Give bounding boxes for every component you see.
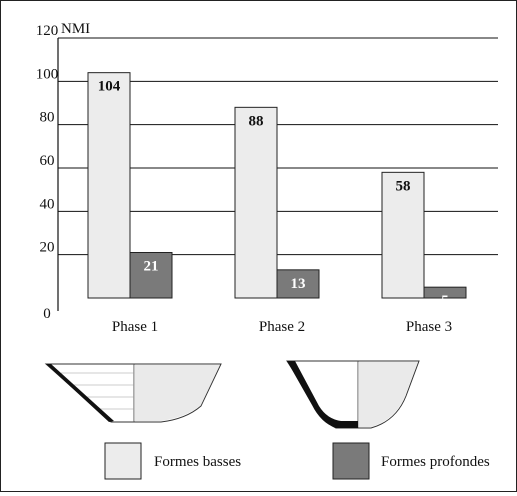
y-axis: 0 20 40 60 80 100 120: [36, 23, 59, 322]
deep-bowl-profile-drawing: [286, 360, 420, 429]
x-tick-label-phase-3: Phase 3: [406, 319, 452, 335]
bar-phase-3-formes-profondes: [423, 286, 467, 299]
y-tick-label-80: 80: [40, 110, 55, 126]
legend-label-formes-basses: Formes basses: [154, 454, 241, 470]
y-tick-label-20: 20: [40, 240, 55, 256]
data-label-phase-3-formes-profondes: 5: [441, 293, 449, 309]
legend-swatch-formes-profondes: [332, 442, 370, 480]
y-tick-label-100: 100: [36, 66, 59, 82]
bar-phase-2-formes-basses: [234, 106, 278, 299]
bar-phase-1-formes-basses: [87, 72, 131, 299]
data-label-phase-2-formes-basses: 88: [249, 113, 264, 129]
x-tick-label-phase-1: Phase 1: [112, 319, 158, 335]
bars: 104 21 88 13 58 5: [87, 72, 467, 309]
data-label-phase-1-formes-profondes: 21: [144, 259, 159, 275]
y-tick-label-120: 120: [36, 23, 59, 39]
data-label-phase-1-formes-basses: 104: [98, 79, 121, 95]
y-tick-label-0: 0: [43, 306, 51, 322]
data-label-phase-3-formes-basses: 58: [396, 178, 411, 194]
shallow-bowl-profile-drawing: [44, 363, 222, 423]
legend-swatch-formes-basses: [104, 442, 142, 480]
y-tick-label-40: 40: [40, 196, 55, 212]
y-tick-label-60: 60: [40, 153, 55, 169]
bar-phase-1-formes-profondes: [129, 252, 173, 299]
data-label-phase-2-formes-profondes: 13: [291, 276, 306, 292]
gridlines: [58, 37, 498, 256]
legend-label-formes-profondes: Formes profondes: [381, 454, 490, 470]
y-axis-label: NMI: [61, 21, 90, 37]
x-axis-labels: Phase 1 Phase 2 Phase 3: [112, 319, 452, 335]
bar-phase-2-formes-profondes: [276, 269, 320, 299]
x-tick-label-phase-2: Phase 2: [259, 319, 305, 335]
bar-phase-3-formes-basses: [381, 171, 425, 299]
legend: Formes basses Formes profondes: [104, 442, 490, 480]
